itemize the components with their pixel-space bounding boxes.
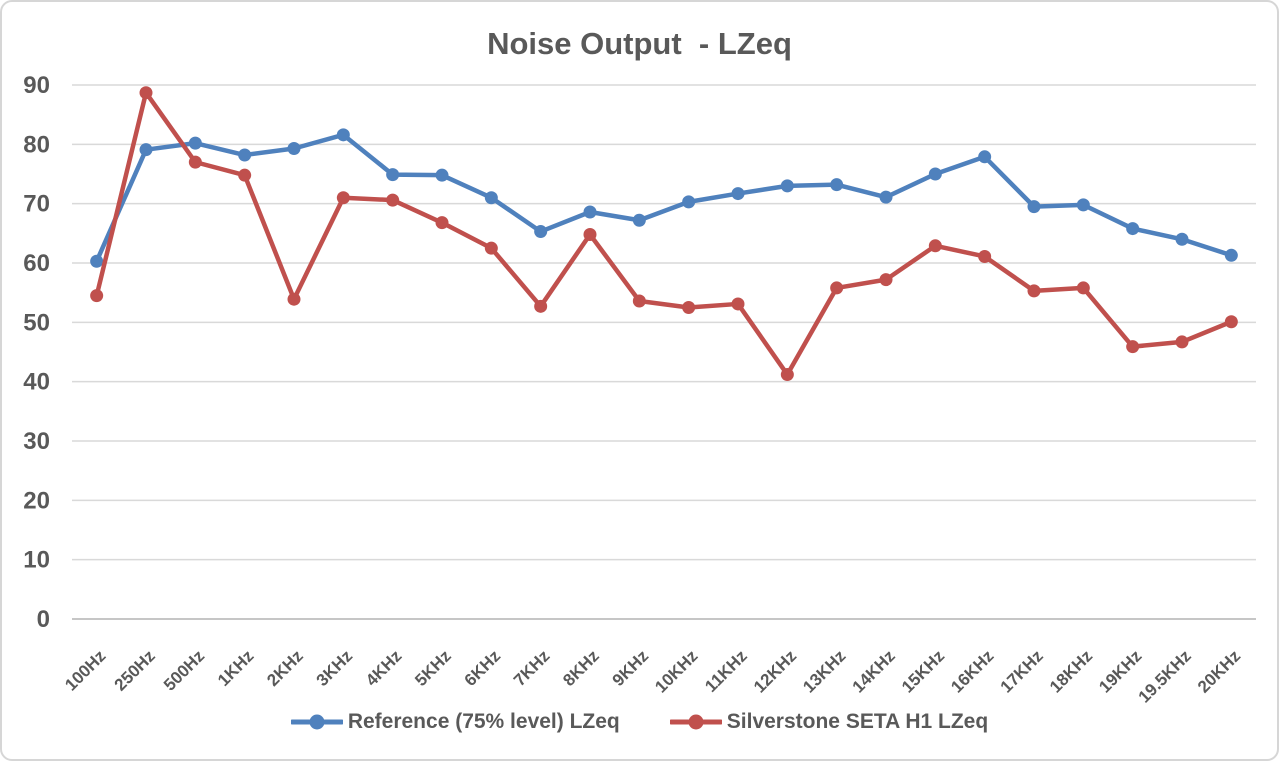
y-tick-label-70: 70 [23,191,50,218]
series-1-point-8KHz [583,228,597,242]
series-1-point-6KHz [484,241,498,255]
y-tick-label-30: 30 [23,428,50,455]
x-tick-label-4KHz: 4KHz [362,646,405,689]
series-0-point-6KHz [484,191,498,205]
series-1-point-14KHz [879,273,893,287]
series-0-point-500Hz [188,136,202,150]
series-0-point-12KHz [780,179,794,193]
x-tick-label-250Hz: 250Hz [111,646,159,694]
y-tick-label-60: 60 [23,250,50,277]
series-0-point-100Hz [90,254,104,268]
y-tick-label-20: 20 [23,487,50,514]
series-0-line [94,132,1234,264]
series-0-point-16KHz [978,150,992,164]
y-tick-label-90: 90 [23,72,50,99]
series-0-point-2KHz [287,141,301,155]
x-tick-label-13KHz: 13KHz [799,646,849,696]
series-0-point-20KHz [1224,248,1238,262]
x-tick-label-15KHz: 15KHz [898,646,948,696]
x-tick-label-2KHz: 2KHz [263,646,306,689]
series-1-point-3KHz [336,191,350,205]
series-1-point-17KHz [1027,284,1041,298]
series-1-point-4KHz [386,193,400,207]
series-1-point-13KHz [830,281,844,295]
x-tick-label-17KHz: 17KHz [997,646,1047,696]
legend-item-seta-h1: Silverstone SETA H1 LZeq [669,710,989,734]
x-tick-label-100Hz: 100Hz [61,646,109,694]
series-1-point-10KHz [682,301,696,314]
series-0-point-4KHz [386,168,400,182]
series-0-point-5KHz [435,168,449,182]
series-1-point-19.5KHz [1175,335,1189,349]
legend-item-reference: Reference (75% level) LZeq [290,710,620,734]
series-0-point-7KHz [534,225,548,239]
y-tick-label-80: 80 [23,131,50,158]
series-0-point-19KHz [1126,222,1140,236]
x-tick-label-14KHz: 14KHz [849,646,899,696]
y-tick-label-50: 50 [23,309,50,336]
series-0-point-8KHz [583,205,597,219]
x-tick-label-8KHz: 8KHz [559,646,602,689]
x-tick-label-7KHz: 7KHz [510,646,553,689]
x-tick-label-11KHz: 11KHz [701,646,751,696]
x-tick-label-10KHz: 10KHz [651,646,701,696]
x-tick-label-18KHz: 18KHz [1046,646,1096,696]
series-0-point-3KHz [336,128,350,142]
series-1-point-18KHz [1076,281,1090,295]
series-0-point-14KHz [879,190,893,204]
legend-label-seta-h1: Silverstone SETA H1 LZeq [726,710,989,733]
series-1-point-15KHz [928,239,942,253]
x-tick-label-20KHz: 20KHz [1194,646,1244,696]
series-0-point-250Hz [139,143,153,157]
x-tick-label-3KHz: 3KHz [313,646,356,689]
series-0-point-19.5KHz [1175,232,1189,246]
x-tick-label-16KHz: 16KHz [947,646,997,696]
x-tick-label-19.5KHz: 19.5KHz [1135,646,1195,706]
series-0-point-17KHz [1027,200,1041,214]
series-0-point-10KHz [682,195,696,209]
series-1-point-1KHz [238,168,252,182]
series-0-point-1KHz [238,148,252,162]
series-1-point-16KHz [978,249,992,263]
series-1-point-5KHz [435,216,449,230]
series-1-point-100Hz [90,289,104,303]
x-tick-label-500Hz: 500Hz [160,646,208,694]
series-1-point-2KHz [287,292,301,306]
series-0-point-9KHz [632,213,646,227]
series-0-point-15KHz [928,167,942,181]
series-1-point-250Hz [139,86,153,100]
series-1-line [94,90,1234,377]
x-tick-label-5KHz: 5KHz [411,646,454,689]
y-tick-label-0: 0 [37,606,50,633]
series-1-point-20KHz [1224,315,1238,329]
legend-marker-line-red-icon [669,714,722,730]
x-tick-label-1KHz: 1KHz [214,646,257,689]
y-tick-label-10: 10 [23,547,50,574]
legend-label-reference: Reference (75% level) LZeq [347,710,620,733]
series-1-point-19KHz [1126,340,1140,354]
series-1-point-7KHz [534,299,548,313]
series-1-point-9KHz [632,294,646,308]
x-tick-label-12KHz: 12KHz [750,646,800,696]
series-0-point-11KHz [731,187,745,201]
chart-title: Noise Output - LZeq [487,26,792,61]
series-0-point-13KHz [830,178,844,192]
y-tick-label-40: 40 [23,369,50,396]
series-1-point-500Hz [188,155,202,169]
x-tick-label-6KHz: 6KHz [461,646,504,689]
legend-marker-line-blue-icon [290,714,343,730]
series-1-point-11KHz [731,297,745,311]
x-tick-label-9KHz: 9KHz [609,646,652,689]
series-0-point-18KHz [1076,198,1090,212]
series-1-point-12KHz [780,368,794,382]
legend: Reference (75% level) LZeq Silverstone S… [2,710,1277,734]
